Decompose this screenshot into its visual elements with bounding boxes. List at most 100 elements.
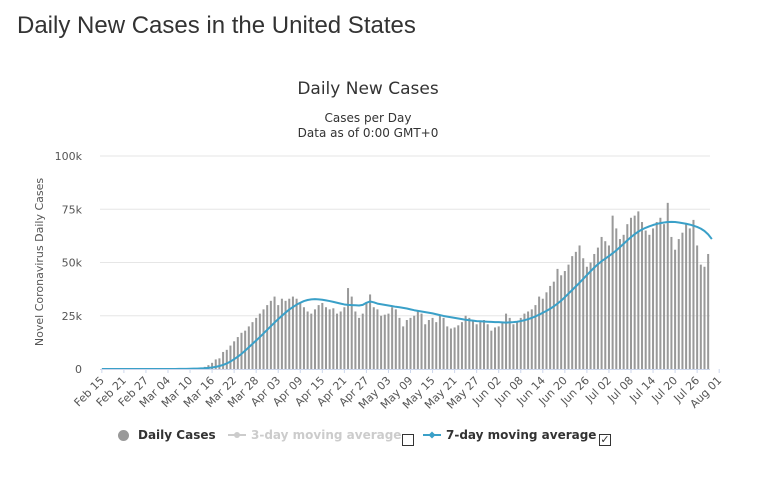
- bar: [251, 322, 254, 369]
- bar: [655, 222, 658, 369]
- bar: [622, 234, 625, 369]
- legend-item-3day-average[interactable]: 3-day moving average: [228, 428, 401, 442]
- bar: [648, 234, 651, 369]
- bar: [457, 325, 460, 369]
- bar: [262, 309, 265, 369]
- bar: [336, 313, 339, 369]
- bar: [446, 326, 449, 369]
- bar: [659, 217, 662, 369]
- bar: [596, 247, 599, 369]
- legend-item-daily-cases[interactable]: Daily Cases: [118, 428, 216, 442]
- bar: [681, 232, 684, 369]
- bar: [677, 239, 680, 369]
- bar: [321, 302, 324, 369]
- bar: [505, 313, 508, 369]
- bar: [233, 341, 236, 369]
- bar: [593, 253, 596, 369]
- bar: [585, 266, 588, 369]
- bar: [560, 275, 563, 369]
- bar: [376, 309, 379, 369]
- bar: [674, 249, 677, 369]
- bar: [299, 302, 302, 369]
- toggle-3day-average-checkbox[interactable]: [402, 434, 414, 446]
- bar: [218, 358, 221, 369]
- bar: [328, 309, 331, 369]
- bar: [534, 305, 537, 369]
- legend-item-7day-average[interactable]: 7-day moving average: [423, 428, 596, 442]
- bar: [347, 288, 350, 369]
- bar: [280, 298, 283, 369]
- bar: [313, 309, 316, 369]
- bar: [277, 305, 280, 369]
- bar: [600, 236, 603, 369]
- bar: [523, 313, 526, 369]
- bar: [527, 311, 530, 369]
- 3day-line-swatch-icon: [228, 432, 246, 438]
- y-tick-label: 50k: [62, 257, 83, 270]
- bar: [236, 337, 239, 369]
- bar: [380, 315, 383, 369]
- bar: [324, 307, 327, 369]
- bar: [574, 251, 577, 369]
- bar: [486, 324, 489, 369]
- bar: [435, 322, 438, 369]
- bar: [549, 285, 552, 369]
- bar: [629, 217, 632, 369]
- bar: [442, 317, 445, 369]
- chart-legend: Daily Cases 3-day moving average 7-day m…: [0, 428, 784, 452]
- bar: [391, 307, 394, 369]
- bar: [258, 313, 261, 369]
- y-tick-label: 0: [75, 363, 82, 376]
- bar: [302, 307, 305, 369]
- bar: [361, 313, 364, 369]
- bar: [530, 309, 533, 369]
- y-tick-label: 100k: [55, 150, 83, 163]
- toggle-7day-average-checkbox[interactable]: ✓: [599, 433, 611, 446]
- bar: [578, 245, 581, 369]
- bar: [637, 211, 640, 369]
- bar: [460, 322, 463, 369]
- bar: [284, 300, 287, 369]
- bar: [222, 351, 225, 369]
- bar: [255, 317, 258, 369]
- bar: [589, 262, 592, 369]
- bar: [402, 326, 405, 369]
- bar: [541, 298, 544, 369]
- bar: [438, 315, 441, 369]
- bar: [475, 324, 478, 369]
- bar: [266, 305, 269, 369]
- legend-label-daily-cases: Daily Cases: [138, 428, 216, 442]
- bar: [519, 317, 522, 369]
- bar: [295, 298, 298, 369]
- bar: [508, 317, 511, 369]
- bar: [409, 317, 412, 369]
- bar: [416, 311, 419, 369]
- daily-cases-swatch-icon: [118, 429, 129, 441]
- bar: [670, 236, 673, 369]
- bar: [483, 320, 486, 369]
- bar: [652, 228, 655, 369]
- bar: [394, 309, 397, 369]
- bar: [383, 314, 386, 369]
- y-tick-label: 75k: [62, 203, 83, 216]
- bar: [413, 315, 416, 369]
- bar: [490, 330, 493, 369]
- bar: [501, 322, 504, 369]
- bar: [343, 307, 346, 369]
- bar: [641, 222, 644, 369]
- bar: [644, 230, 647, 369]
- legend-label-7day-average: 7-day moving average: [446, 428, 597, 442]
- bar: [471, 320, 474, 369]
- bar: [269, 300, 272, 369]
- bar: [611, 215, 614, 369]
- bar: [468, 317, 471, 369]
- bar: [699, 264, 702, 369]
- bar: [663, 224, 666, 369]
- bar: [479, 321, 482, 369]
- chart-title: Daily New Cases: [297, 79, 439, 99]
- bar: [310, 313, 313, 369]
- bar: [497, 326, 500, 369]
- bar: [538, 296, 541, 369]
